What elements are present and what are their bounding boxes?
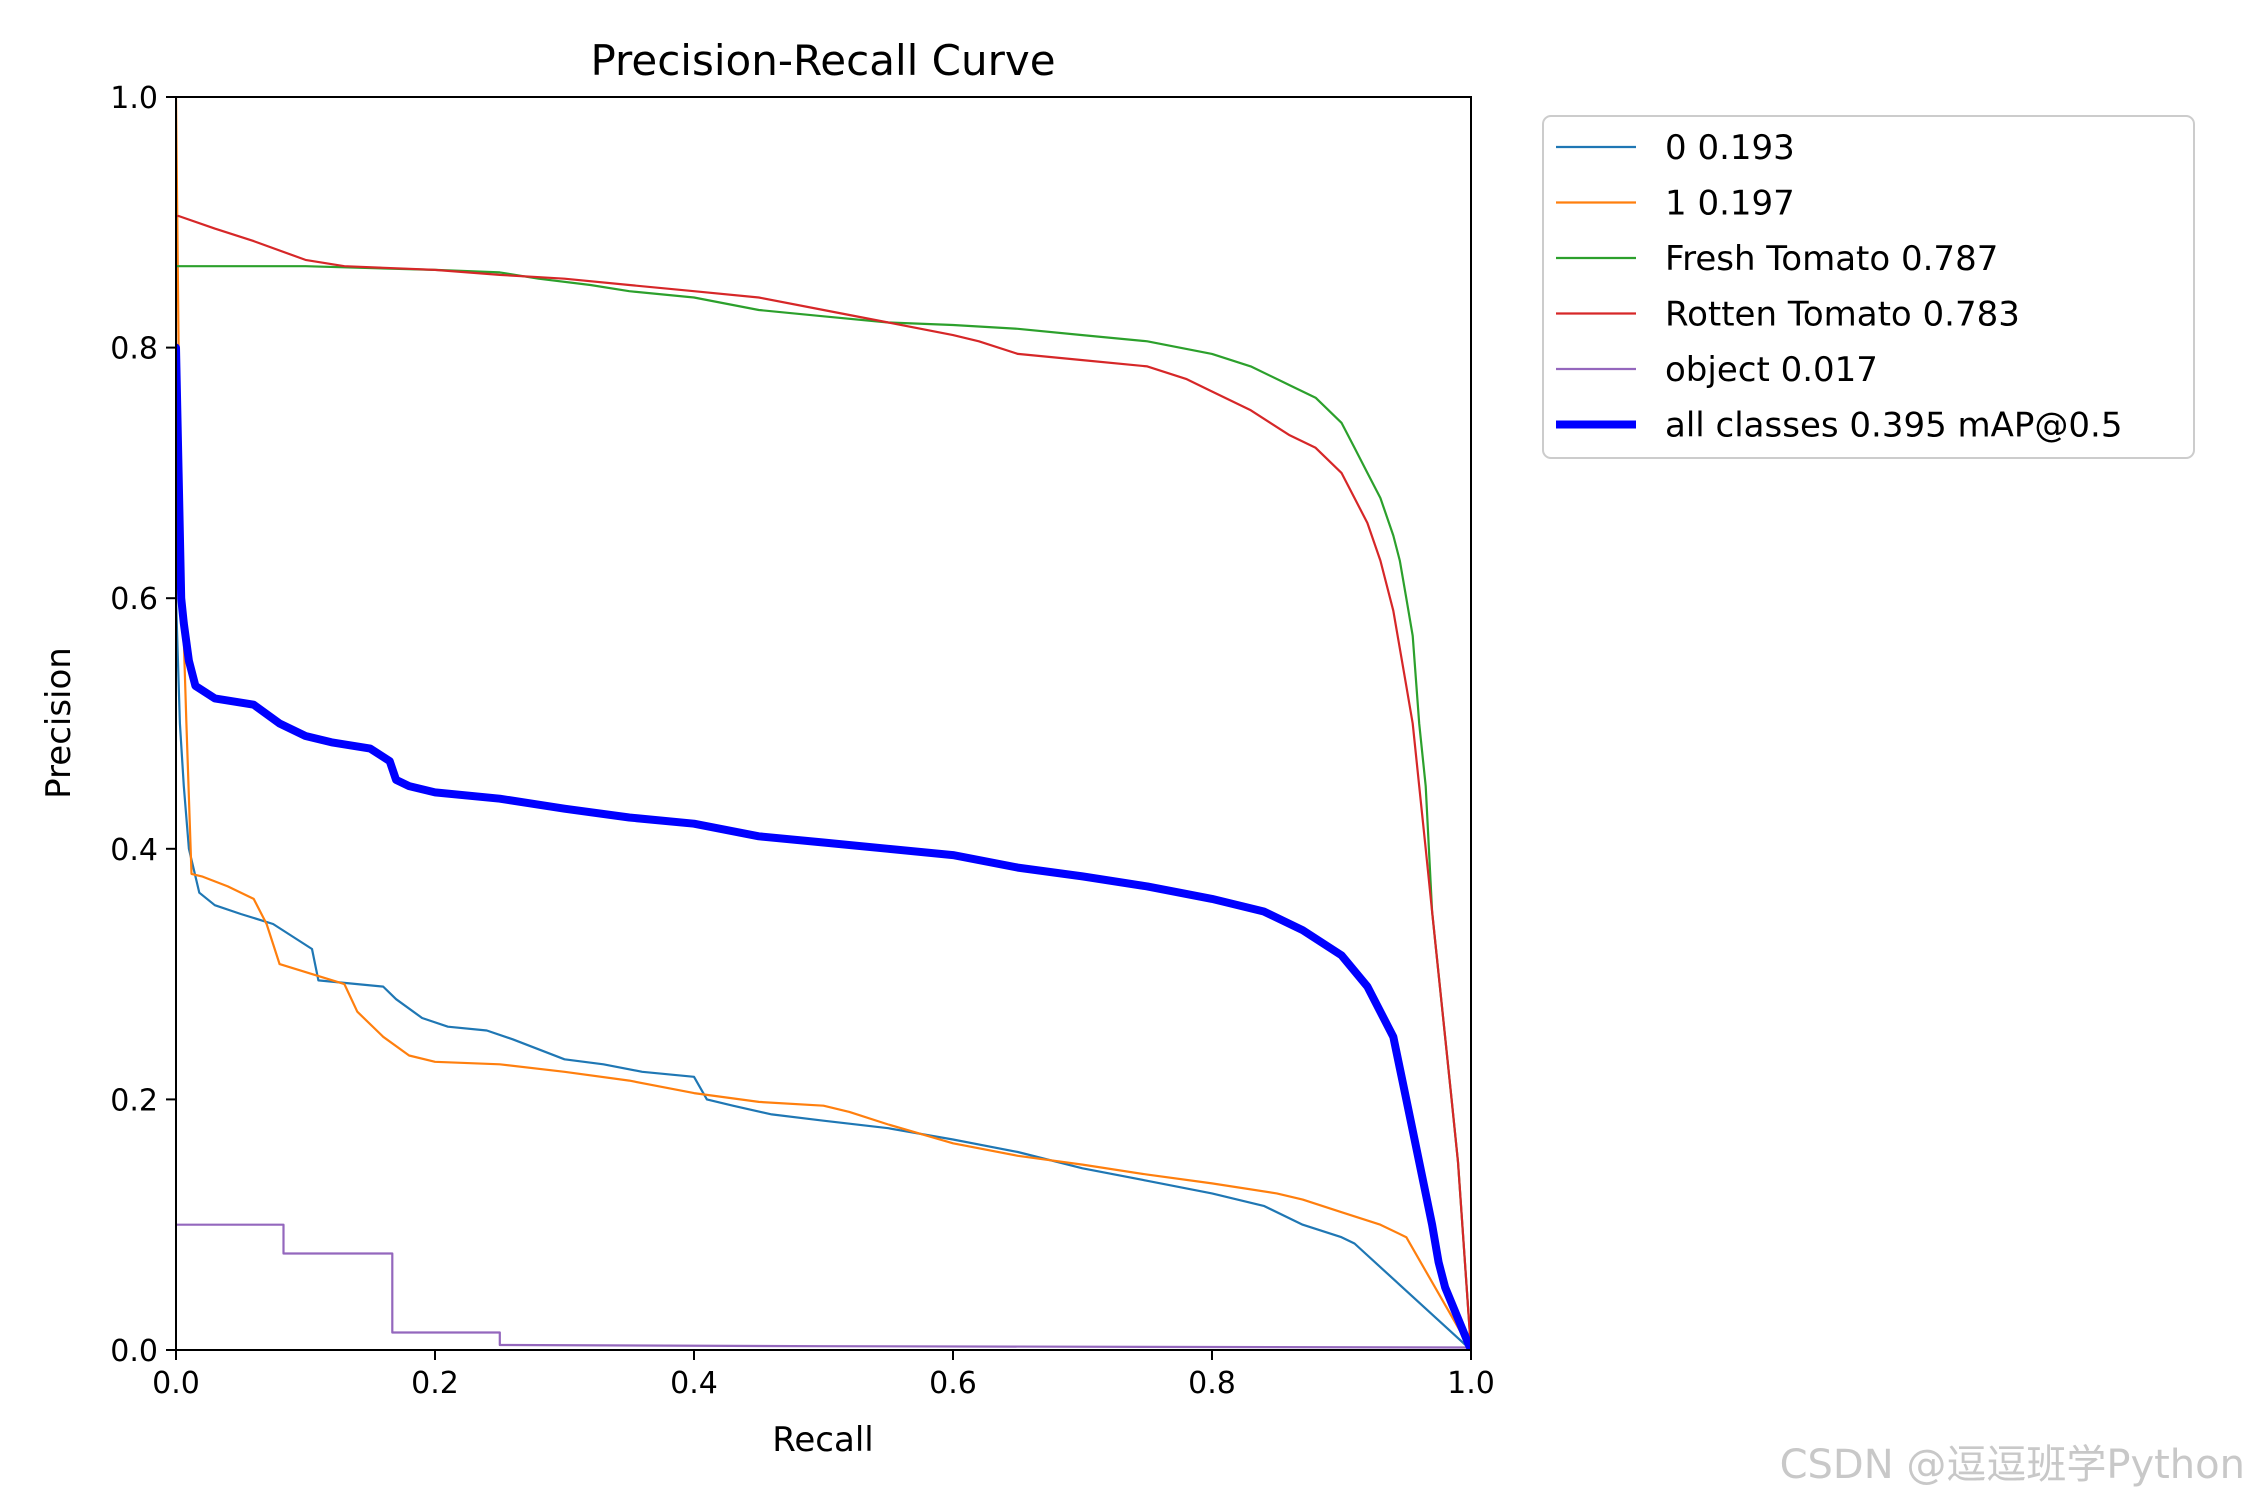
- x-axis-label: Recall: [772, 1420, 873, 1460]
- legend-label-3: Rotten Tomato 0.783: [1665, 295, 2020, 335]
- y-axis-label: Precision: [39, 647, 79, 799]
- legend-box: [1542, 115, 2195, 459]
- plot-area: [176, 97, 1471, 1350]
- series-line-0: [176, 597, 1471, 1350]
- legend-label-0: 0 0.193: [1665, 128, 1795, 168]
- y-axis-ticks: 0.0 0.2 0.4 0.6 0.8 1.0: [110, 81, 176, 1369]
- series-line-3: [176, 214, 1471, 1350]
- plot-frame: [175, 96, 1472, 1351]
- y-tick-label: 0.0: [110, 1334, 158, 1369]
- y-tick-label: 0.2: [110, 1083, 158, 1118]
- x-tick-label: 0.8: [1188, 1366, 1236, 1401]
- x-tick-label: 0.2: [411, 1366, 459, 1401]
- series-line-1: [176, 97, 1471, 1350]
- x-tick-label: 0.6: [929, 1366, 977, 1401]
- legend: 0 0.193 1 0.197 Fresh Tomato 0.787 Rotten T…: [1542, 115, 2195, 459]
- chart-title: Precision-Recall Curve: [590, 36, 1055, 85]
- y-tick-label: 1.0: [110, 81, 158, 116]
- x-tick-label: 0.4: [670, 1366, 718, 1401]
- legend-entries: 0 0.193 1 0.197 Fresh Tomato 0.787 Rotten T…: [1556, 128, 2122, 446]
- series-line-2: [176, 265, 1471, 1350]
- series-line-5: [176, 343, 1471, 1350]
- x-axis-ticks: 0.0 0.2 0.4 0.6 0.8 1.0: [152, 1350, 1495, 1401]
- y-tick-label: 0.6: [110, 582, 158, 617]
- legend-label-2: Fresh Tomato 0.787: [1665, 239, 1998, 279]
- y-tick-label: 0.4: [110, 833, 158, 868]
- series-line-4: [176, 1223, 1471, 1349]
- y-tick-label: 0.8: [110, 332, 158, 367]
- series-layer: [176, 97, 1471, 1350]
- watermark-text: CSDN @逗逗班学Python: [1780, 1442, 2245, 1488]
- legend-label-4: object 0.017: [1665, 350, 1878, 390]
- x-tick-label: 0.0: [152, 1366, 200, 1401]
- legend-label-1: 1 0.197: [1665, 184, 1795, 224]
- legend-label-5: all classes 0.395 mAP@0.5: [1665, 406, 2122, 446]
- x-tick-label: 1.0: [1447, 1366, 1495, 1401]
